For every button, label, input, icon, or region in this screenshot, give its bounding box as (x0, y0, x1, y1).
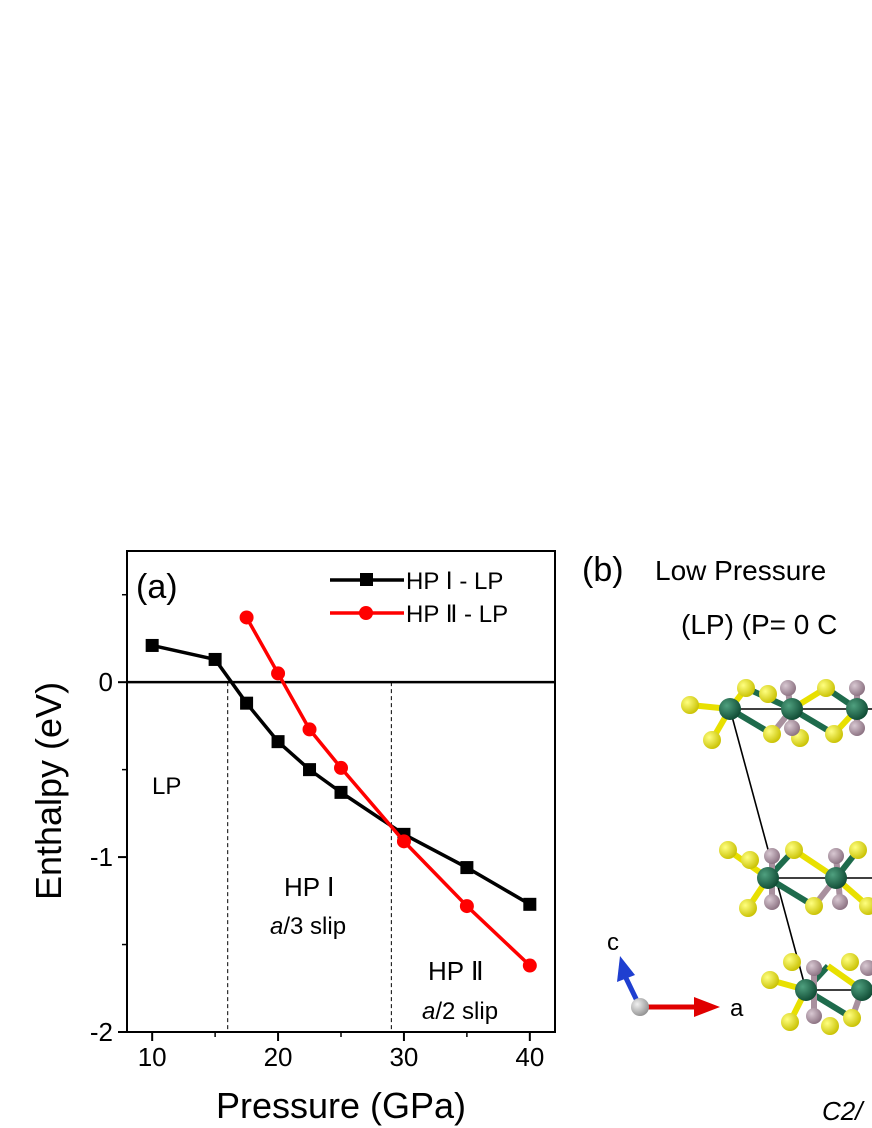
legend: HP Ⅰ - LP HP Ⅱ - LP (330, 568, 508, 628)
legend-marker-hp1 (360, 573, 373, 586)
x-tick-label: 10 (138, 1042, 167, 1072)
a-axis-arrowhead (694, 997, 720, 1017)
data-point (271, 666, 286, 681)
legend-label-hp2: HP Ⅱ - LP (406, 601, 508, 628)
x-tick-label: 40 (515, 1042, 544, 1072)
data-point (334, 760, 348, 775)
x-axis-title: Pressure (GPa) (216, 1085, 466, 1126)
data-point (459, 899, 474, 914)
data-point (460, 861, 474, 875)
slip-italic: a (270, 913, 283, 940)
origin-atom (631, 998, 649, 1016)
panel-b-structure: (b) Low Pressure (LP) (P= 0 C (582, 551, 872, 1126)
axis-label-c: c (607, 929, 619, 956)
crystal-layer-middle (719, 841, 872, 917)
data-point (208, 652, 222, 666)
region-label-lp: LP (152, 773, 181, 800)
data-point (303, 763, 317, 777)
y-axis-title: Enthalpy (eV) (28, 682, 69, 900)
region-label-hp1: HP Ⅰ (284, 872, 335, 902)
slip-italic: a (422, 998, 435, 1025)
space-group-label: C2/ (822, 1096, 865, 1126)
data-point (396, 834, 411, 849)
slip-rest: /2 slip (435, 998, 498, 1025)
axis-indicator: c a (607, 929, 744, 1022)
data-point (522, 958, 537, 973)
y-tick-label: -1 (90, 842, 113, 872)
legend-marker-hp2 (359, 606, 373, 620)
panel-a-label: (a) (136, 568, 178, 606)
panel-a-chart: 10 20 30 40 -2 -1 0 (a) LP HP Ⅰ a/3 slip HP Ⅱ … (28, 550, 556, 1126)
axis-ticks: 10 20 30 40 -2 -1 0 (90, 593, 544, 1072)
panel-b-title-line2: (LP) (P= 0 C (681, 609, 837, 640)
region-label-hp2: HP Ⅱ (428, 956, 484, 986)
data-point (239, 610, 254, 625)
region-label-hp2-slip: a/2 slip (422, 998, 498, 1025)
data-point (240, 696, 254, 710)
data-point (145, 638, 159, 652)
slip-rest: /3 slip (283, 913, 346, 940)
x-tick-label: 30 (389, 1042, 418, 1072)
x-tick-label: 20 (264, 1042, 293, 1072)
panel-b-title-line1: Low Pressure (655, 555, 826, 586)
y-tick-label: 0 (99, 667, 113, 697)
data-point (271, 735, 285, 749)
legend-label-hp1: HP Ⅰ - LP (406, 568, 503, 595)
crystal-layer-top (681, 679, 868, 749)
panel-b-label: (b) (582, 551, 624, 589)
region-label-hp1-slip: a/3 slip (270, 913, 346, 940)
y-tick-label: -2 (90, 1017, 113, 1047)
c-axis-arrowhead (617, 956, 635, 982)
chart-marks (127, 610, 555, 1032)
axis-label-a: a (730, 995, 744, 1022)
data-point (302, 722, 317, 737)
data-point (334, 785, 348, 799)
crystal-layer-bottom (761, 953, 872, 1035)
data-point (523, 897, 537, 911)
